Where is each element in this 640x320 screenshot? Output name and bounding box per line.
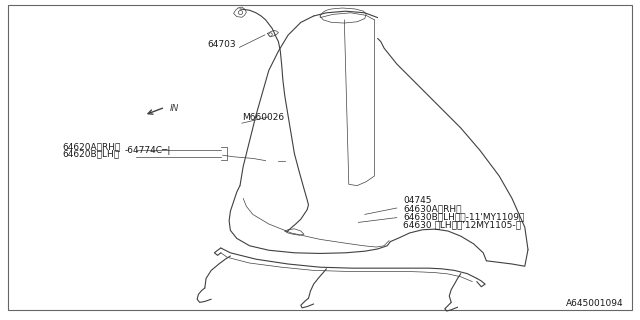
Text: A645001094: A645001094 xyxy=(566,299,624,308)
Text: -64774C─|: -64774C─| xyxy=(125,146,171,155)
Text: M660026: M660026 xyxy=(242,113,284,122)
Text: 64630 〈LH〉〈'12MY1105-〉: 64630 〈LH〉〈'12MY1105-〉 xyxy=(403,220,521,229)
Text: 64620A〈RH〉: 64620A〈RH〉 xyxy=(63,142,121,151)
Text: 64630B〈LH〉〈-11'MY1109〉: 64630B〈LH〉〈-11'MY1109〉 xyxy=(403,212,525,221)
Text: 64703: 64703 xyxy=(207,40,236,49)
Text: 04745: 04745 xyxy=(403,196,432,205)
Text: 64630A〈RH〉: 64630A〈RH〉 xyxy=(403,204,461,213)
Text: 64620B〈LH〉: 64620B〈LH〉 xyxy=(63,149,120,158)
Text: IN: IN xyxy=(170,104,179,113)
